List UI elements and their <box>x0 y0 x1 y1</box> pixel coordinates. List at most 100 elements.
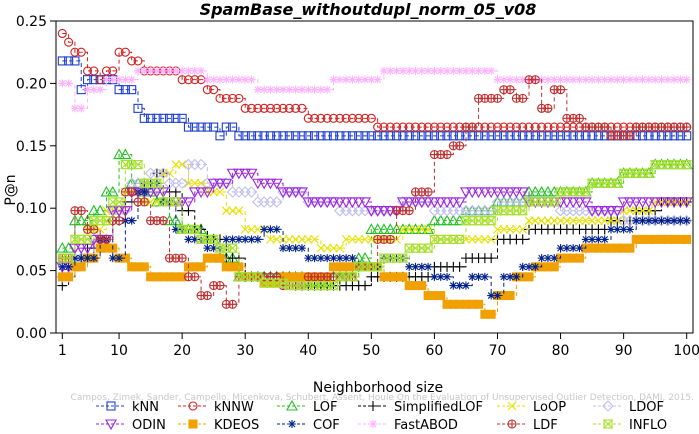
data-point <box>127 56 137 66</box>
data-point <box>195 158 207 171</box>
data-point <box>556 244 565 253</box>
data-point <box>385 122 395 132</box>
data-point <box>140 66 149 75</box>
data-point <box>472 187 485 199</box>
data-point <box>662 159 674 170</box>
data-point <box>512 225 521 234</box>
data-point <box>96 85 105 94</box>
data-point <box>260 85 269 94</box>
data-point <box>63 253 74 263</box>
data-point <box>360 113 370 123</box>
data-point <box>270 178 283 190</box>
data-point <box>587 216 597 226</box>
data-point <box>649 159 661 170</box>
data-point <box>681 159 693 170</box>
data-point <box>524 122 534 132</box>
data-point <box>190 122 200 132</box>
data-point <box>405 66 414 75</box>
data-point <box>215 75 224 84</box>
data-point <box>556 122 566 132</box>
legend-item: KDEOS <box>178 418 259 433</box>
data-point <box>76 47 86 57</box>
data-point <box>297 103 307 113</box>
data-point <box>70 56 80 66</box>
data-point <box>663 216 672 225</box>
data-point <box>221 122 231 132</box>
data-point <box>271 278 283 288</box>
data-point <box>568 122 578 132</box>
data-point <box>661 197 674 209</box>
data-point <box>183 122 193 132</box>
data-point <box>656 131 667 141</box>
data-point <box>567 187 579 197</box>
data-point <box>417 66 426 75</box>
data-point <box>120 85 130 95</box>
data-point <box>524 216 534 226</box>
data-point <box>619 122 629 132</box>
data-point <box>611 178 623 188</box>
data-point <box>524 131 534 141</box>
data-point <box>417 281 427 291</box>
data-point <box>530 122 540 132</box>
data-point <box>279 244 288 253</box>
data-point <box>485 204 497 217</box>
data-point <box>429 122 439 132</box>
data-point <box>492 122 503 132</box>
data-point <box>517 206 529 216</box>
data-point <box>398 131 408 141</box>
data-point <box>82 75 93 85</box>
plot-frame <box>55 20 694 334</box>
data-point <box>676 216 685 225</box>
data-point <box>239 168 252 180</box>
data-point <box>228 206 237 216</box>
data-point <box>600 216 610 226</box>
data-point <box>347 272 358 282</box>
data-point <box>480 66 489 75</box>
data-point <box>347 131 357 141</box>
data-point <box>247 225 256 234</box>
data-point <box>379 131 389 141</box>
x-axis-label: Neighborhood size <box>313 380 443 396</box>
data-point <box>303 131 313 141</box>
data-point <box>272 225 281 234</box>
data-point <box>139 262 149 272</box>
data-point <box>543 131 553 141</box>
data-point <box>221 206 231 216</box>
data-point <box>68 243 81 255</box>
data-point <box>285 85 294 94</box>
data-point <box>365 206 378 217</box>
data-point <box>157 167 169 180</box>
data-point <box>372 262 383 272</box>
data-point <box>651 75 660 84</box>
data-point <box>113 148 126 160</box>
data-point <box>113 206 126 217</box>
data-point <box>246 103 257 113</box>
data-point <box>348 235 357 244</box>
data-point <box>272 85 281 94</box>
data-point <box>228 299 238 309</box>
data-point <box>385 234 395 244</box>
data-point <box>233 272 245 282</box>
data-point <box>227 243 238 253</box>
data-point <box>555 187 566 197</box>
data-point <box>140 187 149 196</box>
data-point <box>310 235 319 244</box>
data-point <box>158 216 168 226</box>
data-point <box>265 131 275 141</box>
data-point <box>201 187 214 199</box>
data-point <box>549 262 559 272</box>
data-point <box>611 206 624 217</box>
legend-label: SimplifiedLOF <box>394 400 483 415</box>
data-point <box>518 225 528 234</box>
data-point <box>568 131 578 141</box>
data-point <box>510 187 523 199</box>
data-point <box>221 93 231 103</box>
data-point <box>650 131 660 141</box>
data-point <box>663 75 672 84</box>
data-point <box>316 243 326 253</box>
data-point <box>434 197 447 209</box>
data-point <box>347 113 357 123</box>
series-line <box>62 32 687 128</box>
data-point <box>171 225 180 234</box>
data-point <box>423 131 433 141</box>
